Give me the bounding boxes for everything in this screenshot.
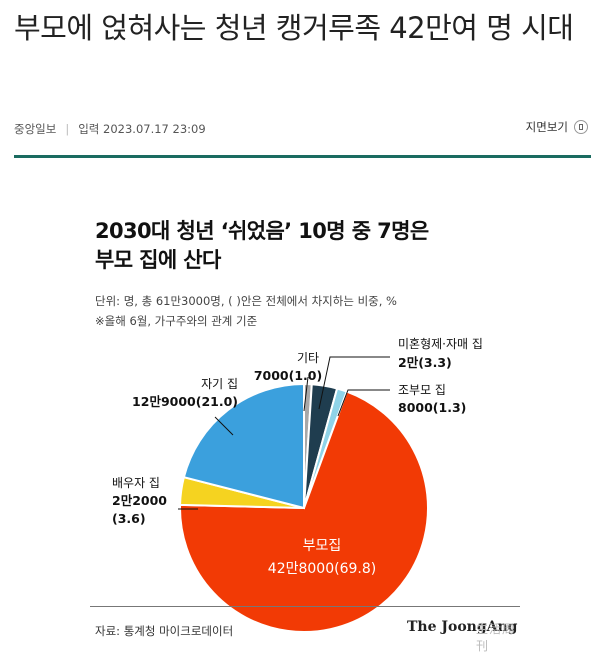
label-sibling-value: 2만(3.3) [398, 355, 452, 370]
label-parent-name: 부모집 [303, 538, 342, 554]
pie-slice-5 [182, 382, 305, 510]
chart-title-line1: 2030대 청년 ‘쉬었음’ 10명 중 7명은 [95, 219, 429, 243]
leader-line-own [214, 416, 234, 436]
source-divider [90, 606, 520, 607]
label-spouse-value: 2만2000 [112, 493, 167, 508]
view-paper-button[interactable]: 지면보기 [526, 119, 588, 135]
leader-lines [178, 356, 390, 510]
header-divider [14, 155, 591, 158]
leader-line-grand [337, 389, 390, 417]
leader-line-sibling [318, 356, 390, 410]
meta-separator: | [65, 122, 70, 136]
pie-chart: 기타 7000(1.0) 미혼형제·자매 집 2만(3.3) 조부모 집 800… [112, 337, 483, 633]
infographic: 기타 7000(1.0) 미혼형제·자매 집 2만(3.3) 조부모 집 800… [90, 205, 520, 653]
leader-line-other [303, 376, 309, 412]
view-paper-label: 지면보기 [525, 120, 568, 134]
article-meta: 중앙일보 | 입력 2023.07.17 23:09 [14, 121, 206, 137]
label-own-name: 자기 집 [201, 377, 238, 391]
label-spouse-share: (3.6) [112, 511, 146, 526]
brand-logo: The JoongAng [407, 619, 518, 635]
chart-notes: 단위: 명, 총 61만3000명, ( )안은 전체에서 차지하는 비중, %… [95, 291, 397, 331]
label-spouse-name: 배우자 집 [112, 476, 160, 490]
label-other-value: 7000(1.0) [254, 368, 322, 383]
label-parent-value: 42만8000(69.8) [268, 561, 376, 577]
article-headline: 부모에 얹혀사는 청년 캥거루족 42만여 명 시대 [14, 11, 574, 45]
label-other-name: 기타 [297, 351, 319, 365]
footnote: ※올해 6월, 가구주와의 관계 기준 [95, 314, 258, 328]
paper-icon [574, 120, 588, 134]
pie-slices [179, 382, 429, 633]
label-own-value: 12만9000(21.0) [132, 394, 238, 409]
label-sibling-name: 미혼형제·자매 집 [398, 337, 483, 351]
input-timestamp: 입력 2023.07.17 23:09 [78, 122, 206, 136]
news-source[interactable]: 중앙일보 [14, 122, 57, 136]
chart-title: 2030대 청년 ‘쉬었음’ 10명 중 7명은 부모 집에 산다 [95, 217, 515, 275]
unit-note: 단위: 명, 총 61만3000명, ( )안은 전체에서 차지하는 비중, % [95, 294, 397, 308]
chart-title-line2: 부모 집에 산다 [95, 248, 221, 272]
pie-slice-3 [179, 390, 429, 633]
label-grand-name: 조부모 집 [398, 383, 446, 397]
label-grand-value: 8000(1.3) [398, 400, 466, 415]
data-source: 자료: 통계청 마이크로데이터 [95, 624, 234, 638]
